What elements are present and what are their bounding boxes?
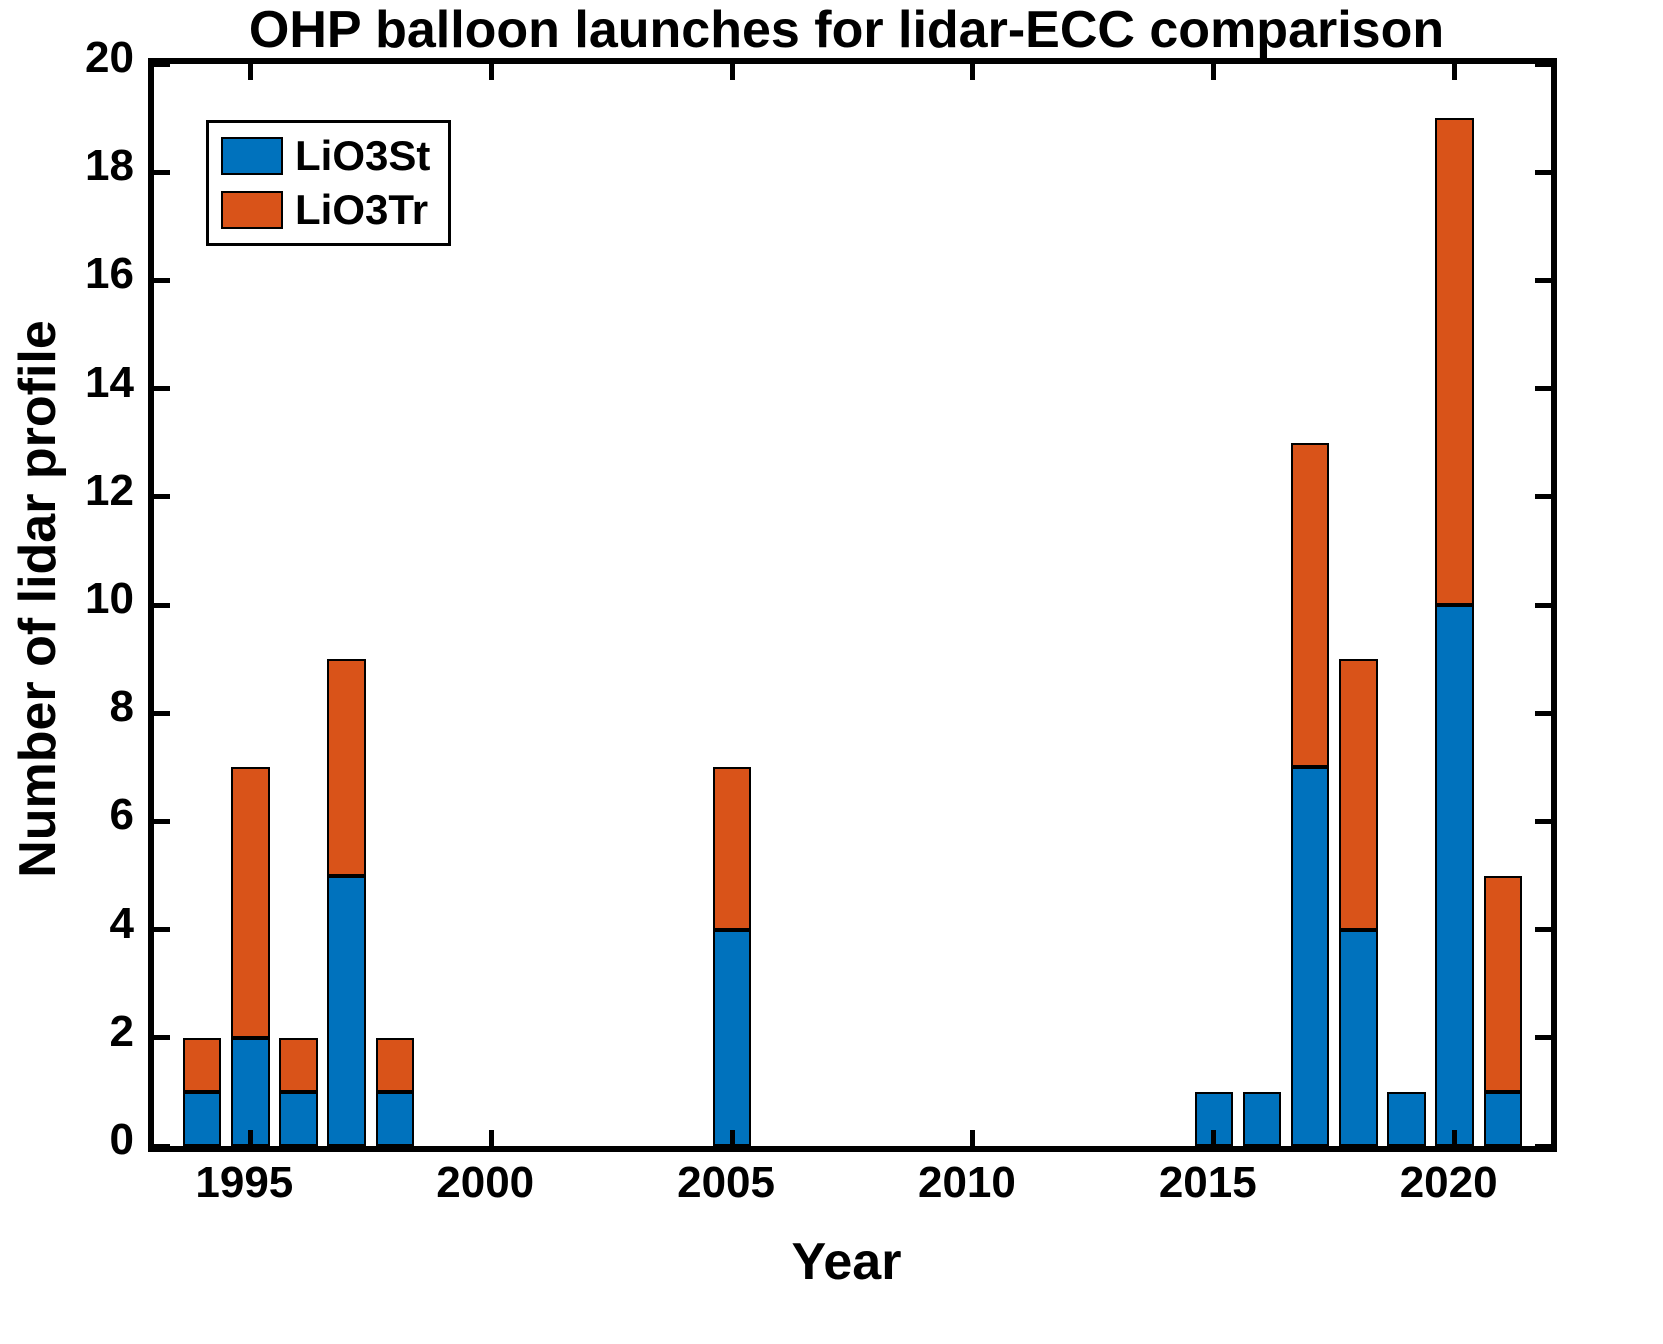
y-tick-14 <box>154 386 170 392</box>
bar-segment-lio3st-2020 <box>1435 605 1474 1146</box>
x-tick-2005 <box>729 1130 735 1146</box>
bar-segment-lio3st-2017 <box>1290 767 1330 1146</box>
x-tick-label-2000: 2000 <box>436 1158 535 1207</box>
y-tick-4 <box>154 927 170 933</box>
legend-swatch-lio3st <box>221 137 283 175</box>
x-axis-label: Year <box>791 1233 902 1291</box>
x-tick-top-2020 <box>1452 64 1458 80</box>
legend-swatch-lio3tr <box>221 191 283 229</box>
x-tick-2015 <box>1211 1130 1217 1146</box>
y-tick-right-2 <box>1535 1035 1551 1041</box>
x-tick-2020 <box>1452 1130 1458 1146</box>
y-tick-right-4 <box>1535 927 1551 933</box>
legend-label-lio3tr: LiO3Tr <box>295 186 429 233</box>
bar-segment-lio3st-1998 <box>375 1091 415 1146</box>
bar-segment-lio3tr-1995 <box>231 767 270 1038</box>
y-tick-label-18: 18 <box>85 141 134 191</box>
x-tick-2010 <box>970 1130 976 1146</box>
y-tick-right-0 <box>1535 1143 1551 1149</box>
bar-segment-lio3tr-1998 <box>375 1037 415 1092</box>
plot-area: LiO3St LiO3Tr <box>148 58 1557 1152</box>
x-tick-2000 <box>488 1130 494 1146</box>
x-tick-1995 <box>247 1130 253 1146</box>
bar-segment-lio3tr-1997 <box>327 659 366 876</box>
y-tick-label-6: 6 <box>109 790 134 840</box>
legend: LiO3St LiO3Tr <box>206 120 452 246</box>
y-tick-label-10: 10 <box>85 574 134 623</box>
y-tick-6 <box>154 818 170 824</box>
bar-segment-lio3st-1997 <box>327 875 366 1146</box>
y-tick-right-16 <box>1535 277 1551 283</box>
y-tick-right-20 <box>1535 61 1551 67</box>
x-tick-top-2010 <box>970 64 976 80</box>
legend-entry-lio3st: LiO3St <box>221 133 430 179</box>
bar-segment-lio3tr-2021 <box>1483 875 1523 1092</box>
bar-segment-lio3tr-2020 <box>1435 118 1474 605</box>
y-tick-0 <box>154 1143 170 1149</box>
y-tick-18 <box>154 169 170 175</box>
bar-segment-lio3tr-1996 <box>279 1037 318 1092</box>
y-tick-12 <box>154 494 170 500</box>
y-tick-label-4: 4 <box>109 898 134 948</box>
y-tick-right-6 <box>1535 818 1551 824</box>
y-tick-right-18 <box>1535 169 1551 175</box>
bar-segment-lio3st-2018 <box>1339 929 1378 1146</box>
y-tick-2 <box>154 1035 170 1041</box>
bar-segment-lio3st-1994 <box>182 1091 222 1146</box>
y-tick-label-2: 2 <box>109 1006 134 1056</box>
y-tick-label-8: 8 <box>109 682 134 732</box>
y-tick-16 <box>154 277 170 283</box>
y-tick-10 <box>154 602 170 608</box>
x-tick-label-2015: 2015 <box>1158 1158 1257 1207</box>
y-tick-label-12: 12 <box>85 465 134 515</box>
bar-segment-lio3st-1996 <box>279 1091 318 1146</box>
bar-segment-lio3st-2005 <box>712 929 752 1146</box>
chart-title: OHP balloon launches for lidar-ECC compa… <box>248 1 1445 59</box>
y-tick-label-0: 0 <box>109 1115 134 1164</box>
x-tick-top-2000 <box>488 64 494 80</box>
y-tick-label-20: 20 <box>85 33 134 82</box>
y-tick-20 <box>154 61 170 67</box>
x-tick-label-2005: 2005 <box>677 1158 776 1207</box>
y-tick-right-14 <box>1535 386 1551 392</box>
legend-label-lio3st: LiO3St <box>295 132 431 179</box>
bar-segment-lio3tr-2017 <box>1290 442 1330 768</box>
y-tick-right-10 <box>1535 602 1551 608</box>
legend-entry-lio3tr: LiO3Tr <box>221 187 430 233</box>
x-tick-label-2020: 2020 <box>1399 1158 1498 1207</box>
x-tick-top-2005 <box>729 64 735 80</box>
bar-segment-lio3st-2021 <box>1483 1091 1523 1146</box>
bar-segment-lio3st-2016 <box>1242 1091 1282 1146</box>
bar-segment-lio3tr-2005 <box>712 767 752 930</box>
bar-segment-lio3st-2019 <box>1387 1091 1426 1146</box>
bar-segment-lio3tr-1994 <box>182 1037 222 1092</box>
x-tick-label-1995: 1995 <box>195 1158 294 1207</box>
y-tick-label-14: 14 <box>85 357 134 407</box>
x-tick-label-2010: 2010 <box>917 1158 1016 1207</box>
y-tick-8 <box>154 710 170 716</box>
ticks-layer <box>154 61 1551 1149</box>
x-tick-top-2015 <box>1211 64 1217 80</box>
bar-segment-lio3tr-2018 <box>1339 659 1378 930</box>
y-tick-right-12 <box>1535 494 1551 500</box>
bars-layer <box>154 64 1551 1146</box>
y-tick-right-8 <box>1535 710 1551 716</box>
x-tick-top-1995 <box>247 64 253 80</box>
y-tick-label-16: 16 <box>85 249 134 299</box>
